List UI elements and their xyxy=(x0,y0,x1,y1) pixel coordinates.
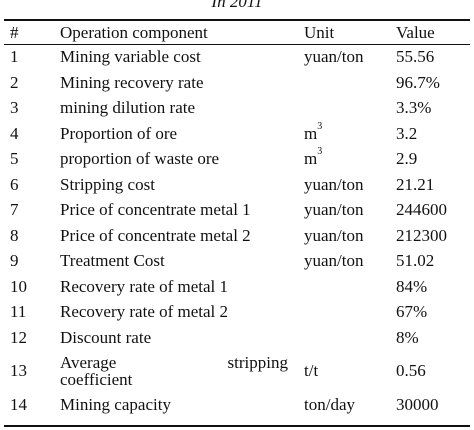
bottom-rule xyxy=(4,425,470,427)
header-value: Value xyxy=(396,23,435,42)
row-value: 244600 xyxy=(396,200,447,219)
header-rule xyxy=(4,44,470,45)
header-unit: Unit xyxy=(304,23,335,42)
row-component: Average stripping coefficient xyxy=(58,350,304,392)
unit-base: m xyxy=(304,149,318,168)
table-row: 2 Mining recovery rate 96.7% xyxy=(4,70,470,96)
table-row: 10 Recovery rate of metal 1 84% xyxy=(4,274,470,300)
row-number: 6 xyxy=(10,174,19,194)
row-component: Recovery rate of metal 1 xyxy=(60,276,229,296)
table-caption: In 2011 xyxy=(211,0,263,11)
row-value: 30000 xyxy=(396,395,439,414)
table-row: 9 Treatment Cost yuan/ton 51.02 xyxy=(4,248,470,274)
row-unit: yuan/ton xyxy=(304,251,364,270)
row-unit: yuan/ton xyxy=(304,200,364,219)
row-value: 212300 xyxy=(396,225,447,245)
component-word-stripping: stripping xyxy=(227,353,288,372)
row-number: 11 xyxy=(10,302,27,321)
row-component: mining dilution rate xyxy=(60,98,196,117)
row-unit: m3 xyxy=(304,146,396,172)
table-row: 5 proportion of waste ore m3 2.9 xyxy=(4,146,470,172)
row-number: 3 xyxy=(10,98,19,117)
row-unit: m3 xyxy=(304,121,396,147)
component-word-average: Average xyxy=(60,353,117,372)
row-component: Discount rate xyxy=(60,327,152,347)
row-value: 51.02 xyxy=(396,251,435,270)
row-unit: yuan/ton xyxy=(304,225,364,245)
row-value: 55.56 xyxy=(396,47,435,66)
row-unit xyxy=(304,299,396,325)
row-number: 8 xyxy=(10,225,19,245)
header-operation-component: Operation component xyxy=(60,23,208,42)
row-component: Stripping cost xyxy=(60,174,155,194)
top-rule xyxy=(4,19,470,21)
row-unit xyxy=(304,274,396,300)
table-row: 13 Average stripping coefficient t/t 0.5… xyxy=(4,350,470,392)
row-number: 12 xyxy=(10,327,27,347)
row-value: 21.21 xyxy=(396,174,435,194)
row-number: 14 xyxy=(10,395,27,414)
component-line-1: Average stripping xyxy=(60,354,304,371)
row-component: Price of concentrate metal 1 xyxy=(60,200,251,219)
header-row: # Operation component Unit Value xyxy=(4,21,470,44)
row-unit xyxy=(304,325,396,351)
row-component: Recovery rate of metal 2 xyxy=(60,302,229,321)
row-component: Mining capacity xyxy=(60,395,171,414)
row-unit: yuan/ton xyxy=(304,174,364,194)
row-number: 9 xyxy=(10,251,19,270)
table-row: 11 Recovery rate of metal 2 67% xyxy=(4,299,470,325)
table-row: 6 Stripping cost yuan/ton 21.21 xyxy=(4,172,470,198)
row-number: 13 xyxy=(10,361,27,381)
row-number: 7 xyxy=(10,200,19,219)
row-component: Proportion of ore xyxy=(60,123,178,143)
row-unit xyxy=(304,95,396,121)
unit-exponent: 3 xyxy=(317,120,323,132)
row-unit: ton/day xyxy=(304,395,355,414)
row-value: 0.56 xyxy=(396,361,426,381)
row-value: 8% xyxy=(396,327,419,347)
table-row: 14 Mining capacity ton/day 30000 xyxy=(4,392,470,418)
component-line-2: coefficient xyxy=(60,370,133,389)
table-row: 7 Price of concentrate metal 1 yuan/ton … xyxy=(4,197,470,223)
row-component: Price of concentrate metal 2 xyxy=(60,225,251,245)
header-number: # xyxy=(10,23,19,42)
row-unit: yuan/ton xyxy=(304,47,364,66)
table-row: 4 Proportion of ore m3 3.2 xyxy=(4,121,470,147)
row-component: Mining variable cost xyxy=(60,47,201,66)
row-value: 96.7% xyxy=(396,72,440,92)
table-row: 12 Discount rate 8% xyxy=(4,325,470,351)
table-row: 3 mining dilution rate 3.3% xyxy=(4,95,470,121)
table-row: 8 Price of concentrate metal 2 yuan/ton … xyxy=(4,223,470,249)
row-number: 5 xyxy=(10,149,19,168)
unit-exponent: 3 xyxy=(317,146,323,158)
row-unit xyxy=(304,70,396,96)
row-value: 2.9 xyxy=(396,149,418,168)
table-row: 1 Mining variable cost yuan/ton 55.56 xyxy=(4,44,470,70)
row-unit: t/t xyxy=(304,361,319,381)
row-component: proportion of waste ore xyxy=(60,149,220,168)
row-value: 84% xyxy=(396,276,428,296)
row-number: 4 xyxy=(10,123,19,143)
unit-base: m xyxy=(304,123,318,143)
row-value: 3.3% xyxy=(396,98,432,117)
row-component: Treatment Cost xyxy=(60,251,165,270)
row-component: Mining recovery rate xyxy=(60,72,204,92)
row-number: 2 xyxy=(10,72,19,92)
row-value: 67% xyxy=(396,302,428,321)
row-number: 10 xyxy=(10,276,27,296)
operation-parameters-table: # Operation component Unit Value 1 Minin… xyxy=(4,21,470,418)
row-value: 3.2 xyxy=(396,123,418,143)
row-number: 1 xyxy=(10,47,19,66)
